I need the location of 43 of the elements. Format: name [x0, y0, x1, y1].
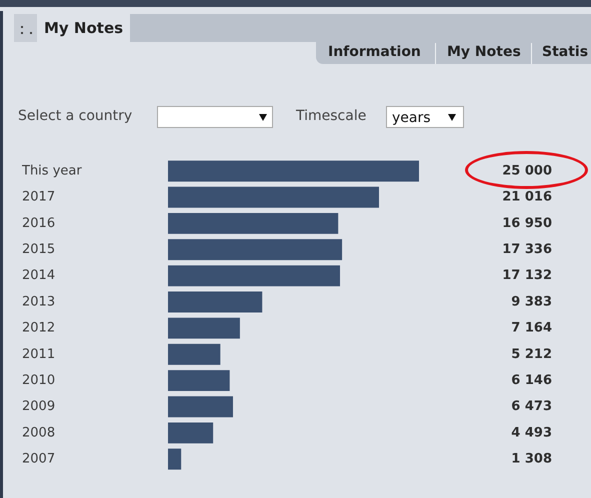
y-tick-label: 2013	[22, 294, 56, 310]
bar	[168, 396, 233, 418]
bar	[168, 239, 342, 260]
bar	[168, 292, 262, 312]
text: Timescale	[296, 108, 366, 125]
data-label: 17 132	[502, 268, 552, 284]
y-tick-label: 2015	[22, 242, 56, 258]
data-label: 6 473	[511, 399, 552, 414]
bar	[168, 344, 220, 365]
y-tick-label: 2017	[22, 190, 56, 205]
y-tick-label: This year	[21, 163, 82, 178]
bar	[168, 448, 182, 470]
y-tick-label: 2010	[22, 372, 56, 388]
text: Select a country	[18, 108, 132, 125]
bar	[168, 422, 214, 444]
data-label: 16 950	[502, 216, 552, 231]
data-label: 9 383	[511, 294, 552, 310]
y-tick-label: 2009	[22, 399, 56, 414]
y-tick-label: 2007	[22, 451, 56, 466]
bar	[168, 160, 419, 182]
text: Information	[328, 44, 421, 61]
data-label: 1 308	[511, 451, 552, 466]
active-tab: My Notes	[37, 14, 130, 42]
data-label: 4 493	[511, 425, 552, 440]
data-label: 21 016	[502, 190, 552, 205]
text: years	[392, 110, 431, 127]
data-label: 7 164	[511, 320, 552, 336]
y-tick-label: 2008	[22, 425, 56, 440]
data-label: 6 146	[511, 372, 552, 388]
y-tick-label: 2012	[22, 320, 56, 336]
text: My Notes	[447, 44, 521, 61]
data-label: 5 212	[511, 346, 552, 362]
text: Statis	[542, 44, 588, 61]
y-tick-label: 2011	[22, 346, 56, 362]
bar	[168, 318, 240, 339]
bar	[168, 265, 340, 286]
y-tick-label: 2014	[22, 268, 56, 284]
data-label: 17 336	[502, 242, 552, 258]
bar	[168, 370, 230, 392]
bar	[168, 186, 379, 208]
data-label: 25 000	[502, 163, 552, 178]
bar	[168, 212, 338, 234]
y-tick-label: 2016	[22, 216, 56, 231]
